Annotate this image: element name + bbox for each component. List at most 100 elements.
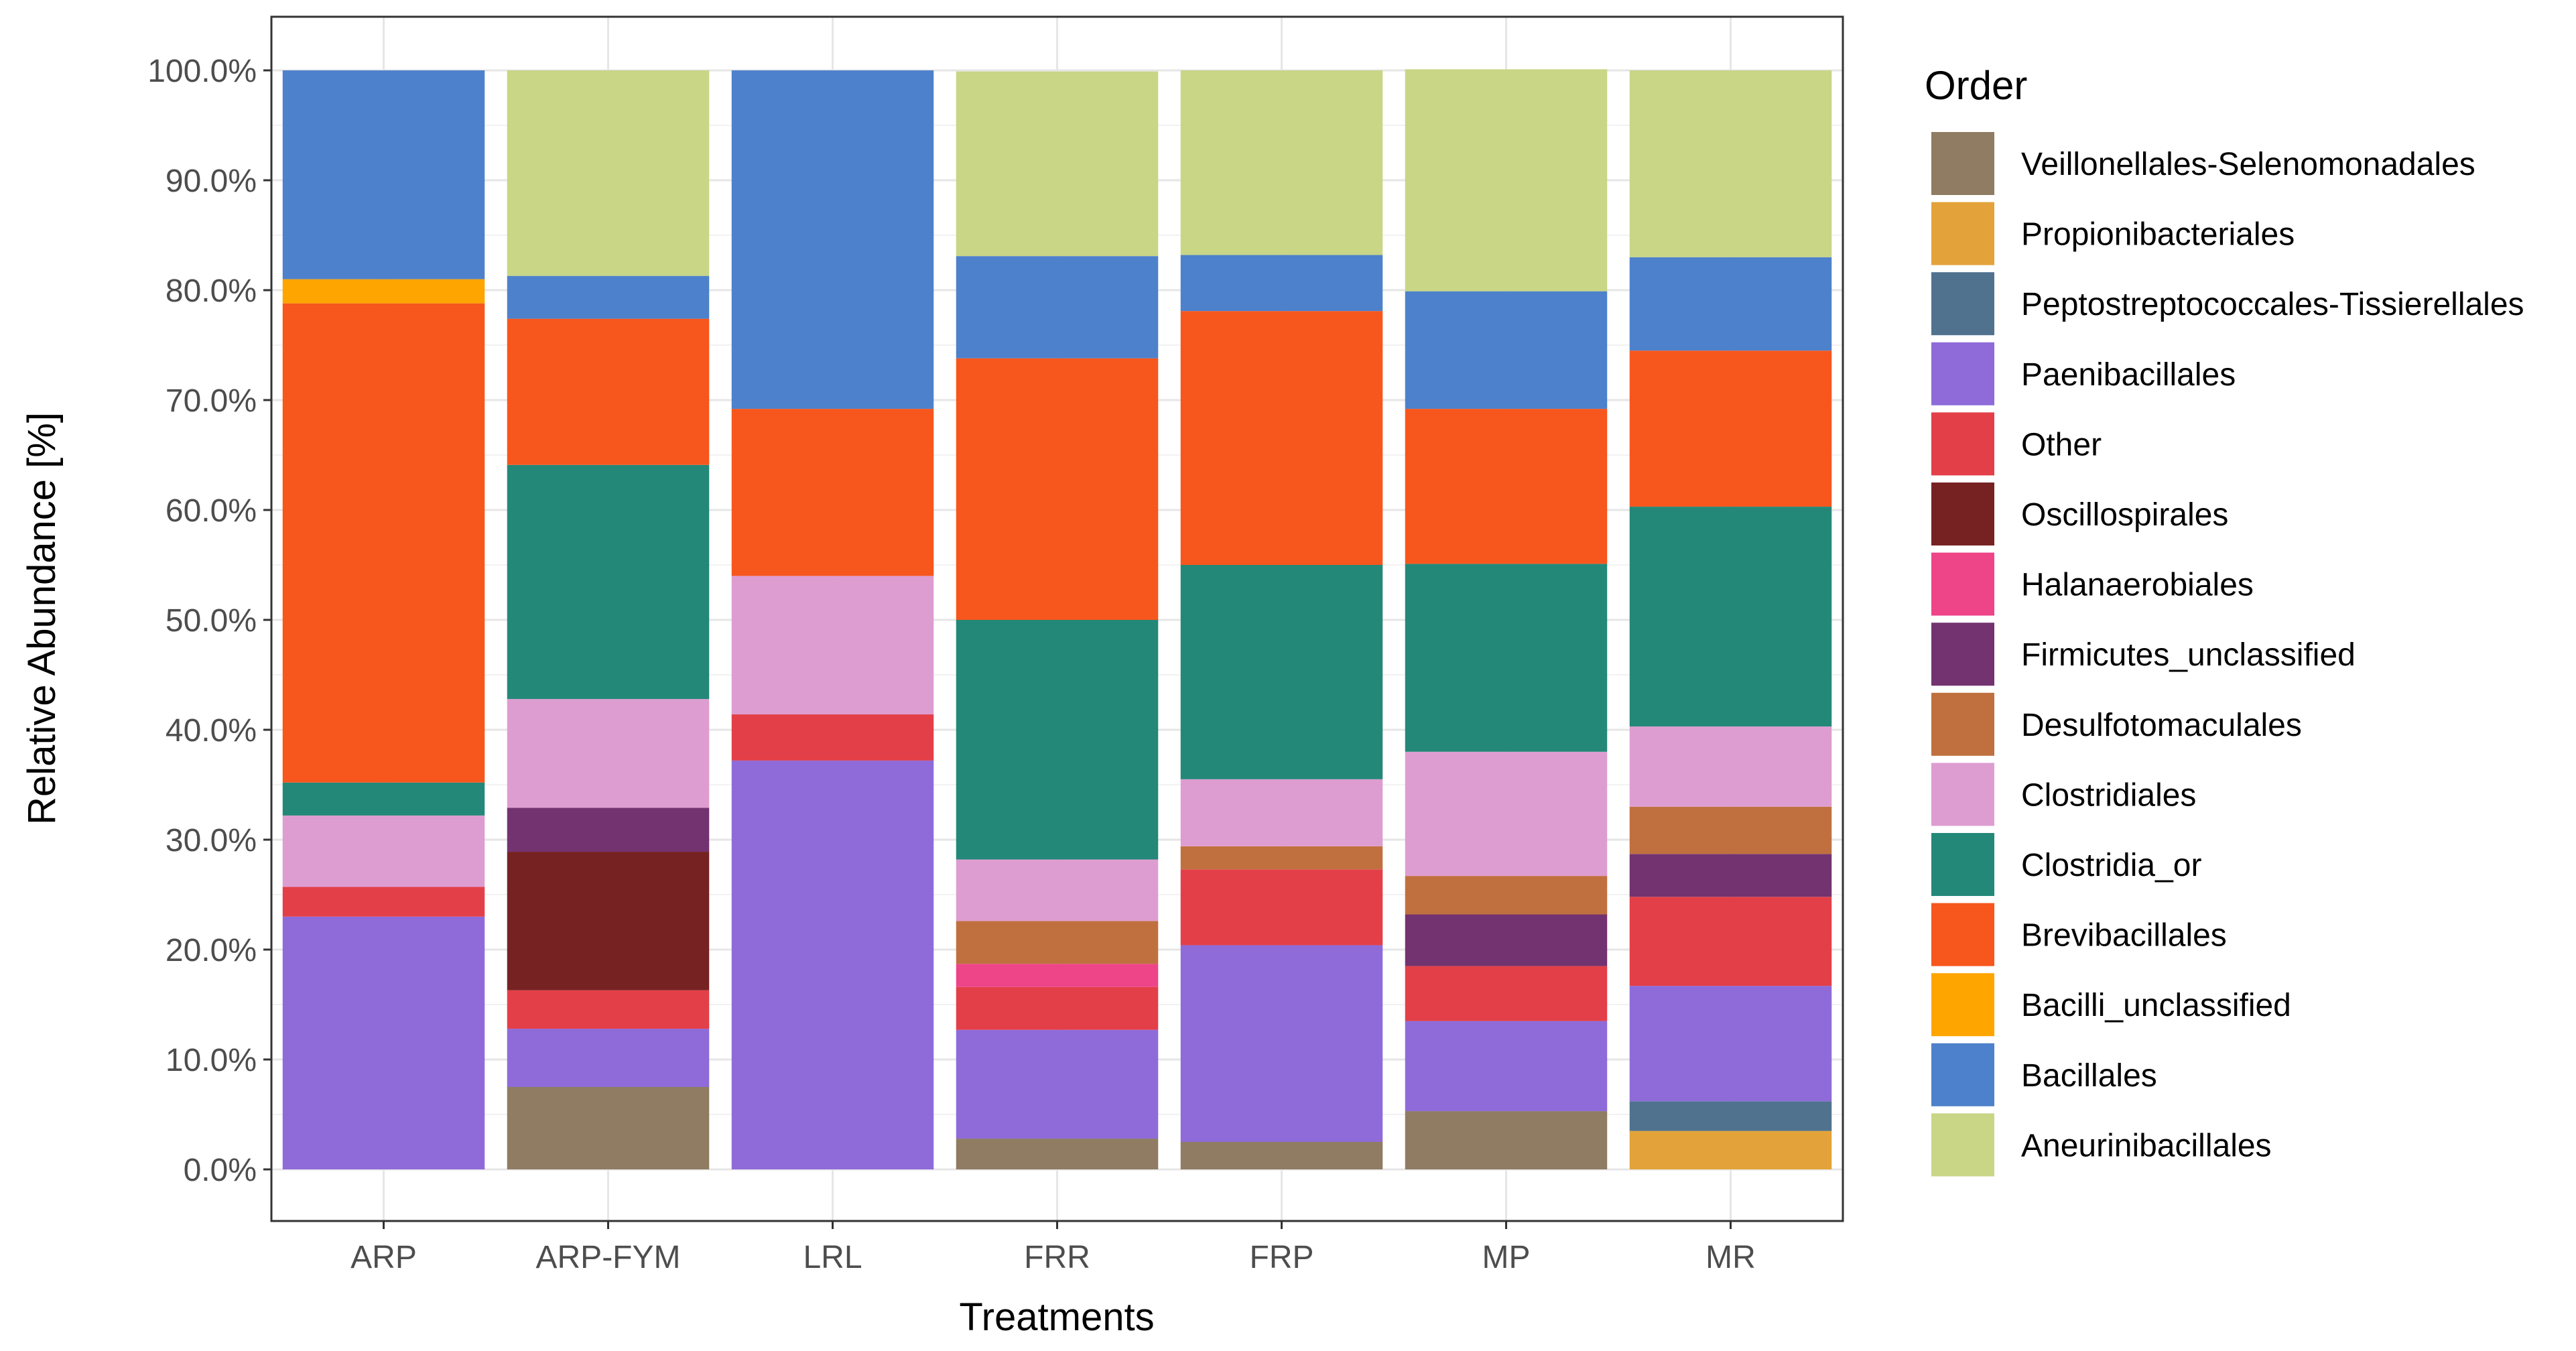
bar-segment	[282, 887, 485, 917]
legend-label: Bacillales	[2021, 1058, 2157, 1094]
legend-label: Paenibacillales	[2021, 357, 2236, 393]
legend-key	[1931, 552, 1994, 616]
legend-key	[1931, 482, 1994, 545]
bar-segment	[1180, 846, 1383, 870]
legend-label: Bacilli_unclassified	[2021, 988, 2291, 1023]
y-tick-label: 0.0%	[184, 1153, 257, 1188]
bar-segment	[1180, 869, 1383, 946]
bar-segment	[507, 275, 710, 319]
bar-segment	[1629, 726, 1832, 807]
legend-key	[1931, 763, 1994, 826]
bar-segment	[1629, 806, 1832, 854]
bar-segment	[1180, 779, 1383, 846]
bar-segment	[1405, 564, 1608, 752]
y-tick-label: 60.0%	[166, 493, 257, 529]
bar-segment	[1405, 966, 1608, 1021]
bar-segment	[731, 714, 934, 761]
legend-key	[1931, 623, 1994, 686]
bar-segment	[731, 70, 934, 409]
bars-group	[282, 69, 1832, 1169]
legend-label: Veillonellales-Selenomonadales	[2021, 147, 2475, 182]
bar-segment	[956, 1139, 1159, 1169]
bar-segment	[282, 916, 485, 1169]
bar-segment	[1405, 876, 1608, 915]
bar-segment	[1629, 350, 1832, 507]
bar-segment	[507, 70, 710, 276]
bar-segment	[1180, 945, 1383, 1142]
bar-segment	[1180, 1142, 1383, 1169]
bar-segment	[1405, 291, 1608, 409]
bar-segment	[956, 859, 1159, 921]
legend-label: Desulfotomaculales	[2021, 708, 2302, 743]
bar-segment	[1180, 311, 1383, 565]
bar-segment	[956, 71, 1159, 257]
y-tick-label: 20.0%	[166, 933, 257, 968]
y-tick-label: 40.0%	[166, 713, 257, 749]
bar-segment	[507, 852, 710, 990]
legend-key	[1931, 1043, 1994, 1106]
y-tick-label: 50.0%	[166, 603, 257, 639]
bar-segment	[1405, 1021, 1608, 1112]
legend-key	[1931, 342, 1994, 405]
legend-label: Clostridiales	[2021, 777, 2196, 813]
bar-segment	[1629, 986, 1832, 1102]
x-tick-label: FRP	[1250, 1240, 1314, 1275]
legend-key	[1931, 202, 1994, 265]
bar-segment	[1629, 897, 1832, 986]
x-tick-label: MP	[1482, 1240, 1531, 1275]
legend-key	[1931, 692, 1994, 756]
bar-segment	[1405, 1111, 1608, 1169]
bar-segment	[1629, 257, 1832, 351]
bar-segment	[282, 303, 485, 783]
legend-label: Aneurinibacillales	[2021, 1128, 2272, 1163]
legend-label: Other	[2021, 427, 2102, 462]
x-tick-label: ARP	[350, 1240, 417, 1275]
bar-segment	[731, 760, 934, 1169]
legend-key	[1931, 833, 1994, 896]
bar-segment	[507, 1029, 710, 1087]
legend-key	[1931, 903, 1994, 966]
legend-label: Firmicutes_unclassified	[2021, 637, 2356, 673]
bar-segment	[1180, 70, 1383, 255]
x-tick-label: MR	[1705, 1240, 1756, 1275]
legend-label: Peptostreptococcales-Tissierellales	[2021, 287, 2524, 322]
bar-segment	[507, 808, 710, 852]
bar-segment	[1405, 914, 1608, 966]
bar-segment	[956, 256, 1159, 359]
y-tick-label: 10.0%	[166, 1043, 257, 1078]
legend-key	[1931, 272, 1994, 336]
bar-segment	[1629, 70, 1832, 257]
bar-segment	[1180, 255, 1383, 312]
x-axis: ARP ARP-FYM LRL FRR FRP MP MR	[350, 1221, 1756, 1275]
bar-segment	[507, 1087, 710, 1169]
bar-segment	[507, 464, 710, 700]
legend-title: Order	[1925, 63, 2027, 108]
bar-segment	[282, 782, 485, 816]
legend-label: Halanaerobiales	[2021, 568, 2254, 603]
x-tick-label: ARP-FYM	[536, 1240, 681, 1275]
bar-segment	[956, 358, 1159, 620]
y-tick-label: 70.0%	[166, 383, 257, 419]
bar-segment	[282, 815, 485, 887]
legend-label: Oscillospirales	[2021, 497, 2228, 533]
bar-segment	[1629, 1131, 1832, 1169]
y-tick-label: 90.0%	[166, 164, 257, 199]
bar-segment	[956, 620, 1159, 860]
bar-segment	[1405, 409, 1608, 564]
y-axis-title: Relative Abundance [%]	[20, 412, 64, 825]
legend: Order Veillonellales-Selenomonadales Prop…	[1925, 63, 2524, 1177]
bar-segment	[1405, 751, 1608, 877]
y-tick-label: 30.0%	[166, 823, 257, 858]
bar-segment	[731, 409, 934, 576]
bar-segment	[1629, 1101, 1832, 1131]
legend-key	[1931, 412, 1994, 476]
bar-segment	[507, 318, 710, 465]
bar-segment	[1405, 69, 1608, 292]
bar-segment	[1629, 854, 1832, 897]
x-tick-label: LRL	[803, 1240, 862, 1275]
bar-segment	[956, 964, 1159, 987]
bar-segment	[507, 990, 710, 1029]
bar-segment	[956, 986, 1159, 1030]
